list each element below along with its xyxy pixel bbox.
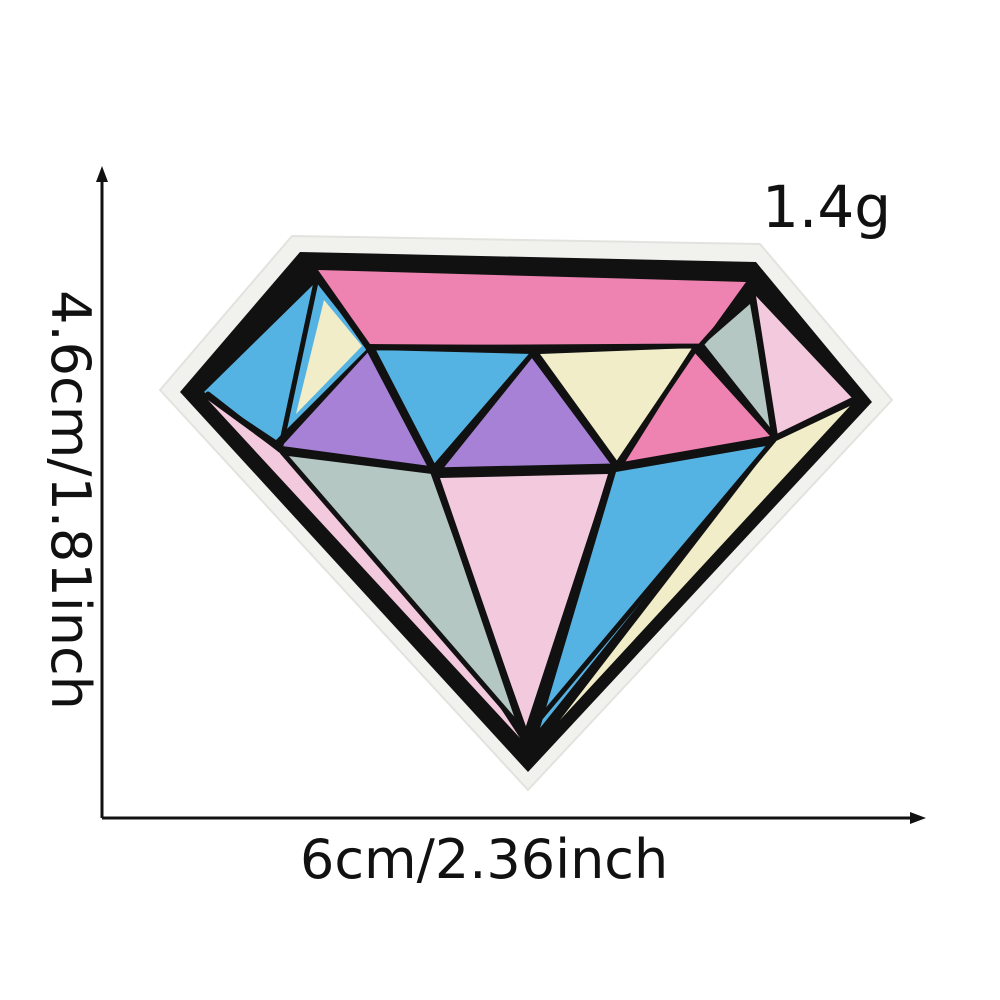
facet-left-cream [296,300,362,414]
facet-pavilion-left-lightpink [208,400,520,738]
weight-label: 1.4g [762,173,892,241]
facet-pavilion-right-cream [560,406,850,720]
facet-right-gray [704,304,772,430]
facet-seams [205,271,855,737]
facet-crown-blue [376,350,532,466]
width-dimension-label: 6cm/2.36inch [300,828,669,891]
facet-crown-purple-center [442,358,612,470]
height-dimension-label: 4.6cm/1.81inch [39,290,102,710]
facet-crown-pink [624,352,770,464]
dimension-axes [96,166,926,824]
facet-pavilion-center-lightpink [440,474,608,734]
diamond-patch-icon [159,235,893,791]
vertical-arrow-icon [96,166,108,182]
facet-crown-purple-left [282,350,430,466]
facet-table [318,270,746,346]
horizontal-arrow-icon [910,812,926,824]
facet-crown-cream [540,348,692,462]
facet-right-lightpink [756,296,852,436]
